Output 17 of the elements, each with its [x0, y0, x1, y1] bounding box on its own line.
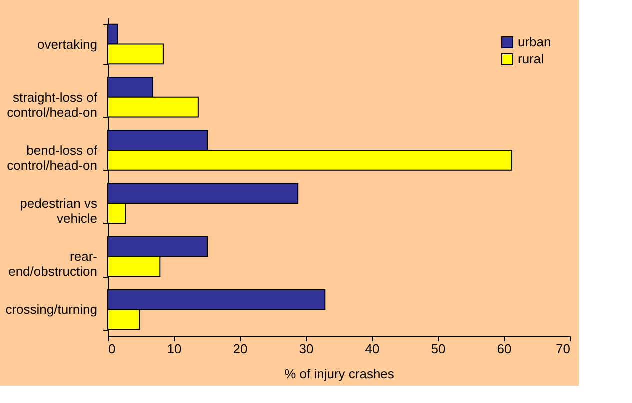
- y-tick-label: rear- end/obstruction: [8, 249, 98, 280]
- x-tick-label: 10: [167, 342, 182, 356]
- x-tick-label: 30: [299, 342, 314, 356]
- x-tick-label: 20: [233, 342, 248, 356]
- y-tick-label: bend-loss of control/head-on: [7, 142, 98, 173]
- y-tick-label: straight-loss of control/head-on: [7, 90, 98, 120]
- x-tick-label: 70: [556, 342, 570, 356]
- x-tick-label: 40: [365, 342, 380, 356]
- y-tick-label: overtaking: [38, 36, 98, 52]
- x-tick-label: 50: [431, 342, 446, 356]
- y-tick-label: crossing/turning: [6, 302, 98, 318]
- y-tick-label: pedestrian vs vehicle: [20, 196, 98, 226]
- x-axis-title: % of injury crashes: [284, 366, 395, 382]
- legend-label: rural: [518, 52, 544, 66]
- x-tick-label: 0: [108, 342, 116, 356]
- x-tick-label: 60: [497, 342, 512, 356]
- legend-label: urban: [518, 34, 552, 50]
